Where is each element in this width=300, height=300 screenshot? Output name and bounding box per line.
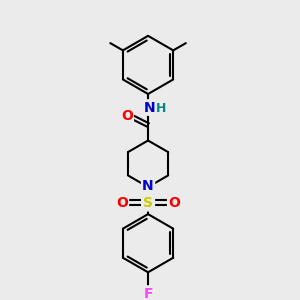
Text: O: O: [168, 196, 180, 209]
Text: H: H: [155, 102, 166, 115]
Text: O: O: [121, 109, 133, 123]
Text: F: F: [143, 286, 153, 300]
Text: N: N: [144, 100, 156, 115]
Text: S: S: [143, 196, 153, 209]
Text: O: O: [116, 196, 128, 209]
Text: N: N: [142, 179, 154, 193]
